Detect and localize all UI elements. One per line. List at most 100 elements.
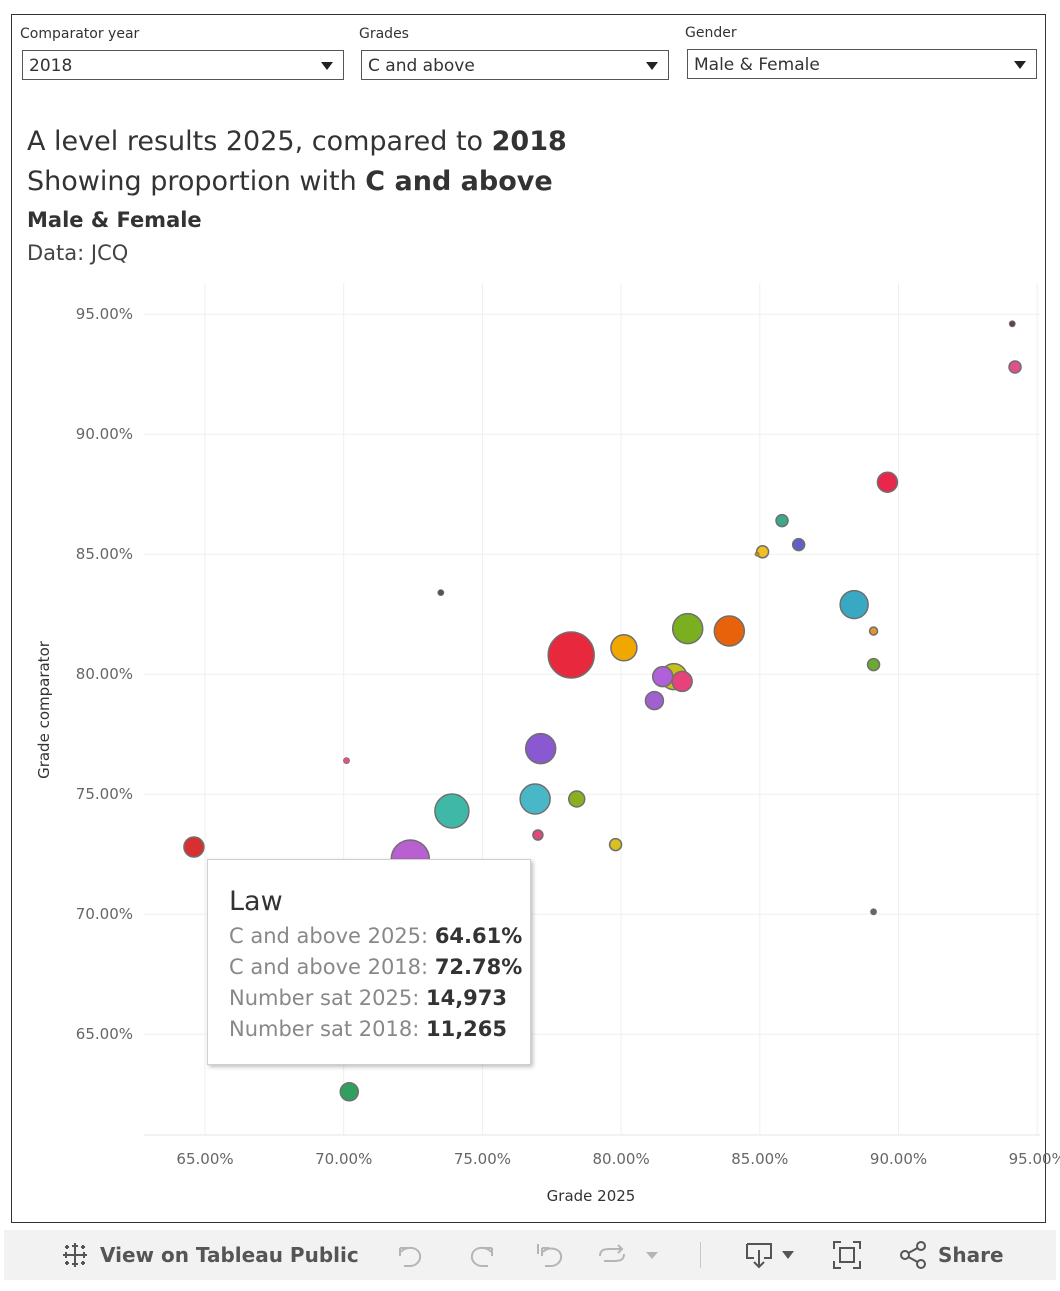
data-point[interactable]	[532, 829, 544, 841]
share-button[interactable]: Share	[898, 1230, 1004, 1280]
redo-icon	[470, 1246, 493, 1267]
y-tick-label: 85.00%	[76, 545, 133, 563]
data-point[interactable]	[713, 615, 746, 647]
refresh-icon	[599, 1244, 625, 1262]
tooltip-row-grade-2025: C and above 2025: 64.61%	[229, 924, 522, 948]
data-source: Data: JCQ	[27, 241, 129, 265]
tooltip-value: 64.61%	[434, 924, 523, 948]
tick-layer: 65.00% 70.00% 75.00% 80.00% 85.00% 90.00% 95.0…	[76, 305, 1060, 1168]
chevron-down-icon	[321, 62, 333, 70]
subtitle-gender: Male & Female	[27, 208, 202, 232]
data-point[interactable]	[671, 670, 693, 693]
scatter-chart: 65.00% 70.00% 75.00% 80.00% 85.00% 90.00% 95.0…	[35, 283, 1060, 1205]
tableau-toolbar: View on Tableau Public	[4, 1230, 1056, 1280]
chevron-down-icon	[1014, 61, 1026, 69]
tooltip: Law C and above 2025: 64.61% C and above…	[207, 859, 531, 1065]
data-point[interactable]	[437, 589, 445, 596]
grades-dropdown[interactable]: C and above	[361, 50, 669, 80]
data-point[interactable]	[183, 836, 205, 858]
y-tick-label: 80.00%	[76, 665, 133, 683]
y-tick-label: 70.00%	[76, 905, 133, 923]
y-tick-label: 90.00%	[76, 425, 133, 443]
tooltip-row-sat-2018: Number sat 2018: 11,265	[229, 1017, 507, 1041]
tooltip-key: C and above 2018:	[229, 955, 429, 979]
data-point[interactable]	[866, 657, 881, 672]
data-point[interactable]	[524, 732, 557, 765]
gender-dropdown[interactable]: Male & Female	[687, 49, 1037, 79]
data-point[interactable]	[755, 545, 770, 559]
tooltip-row-grade-2018: C and above 2018: 72.78%	[229, 955, 522, 979]
data-point[interactable]	[791, 537, 806, 552]
data-point[interactable]	[775, 513, 789, 528]
filter-label-gender: Gender	[685, 25, 737, 41]
comparator-year-dropdown[interactable]: 2018	[22, 50, 344, 80]
x-tick-label: 90.00%	[870, 1150, 927, 1168]
title-line-2-text: Showing proportion with	[27, 166, 366, 197]
data-point[interactable]	[754, 551, 760, 557]
tableau-logo-icon	[63, 1243, 87, 1267]
revert-button[interactable]	[534, 1230, 566, 1280]
x-tick-label: 85.00%	[731, 1150, 788, 1168]
x-axis-label: Grade 2025	[547, 1187, 636, 1205]
data-point[interactable]	[434, 793, 470, 829]
revert-icon	[537, 1244, 563, 1267]
x-tick-label: 80.00%	[593, 1150, 650, 1168]
data-point[interactable]	[608, 837, 623, 852]
data-point[interactable]	[339, 1082, 360, 1102]
y-tick-label: 75.00%	[76, 785, 133, 803]
grid-layer	[144, 283, 1040, 1135]
tooltip-value: 14,973	[425, 986, 508, 1010]
chevron-down-icon	[646, 62, 658, 70]
y-tick-label: 65.00%	[76, 1025, 133, 1043]
title-line-2-grade: C and above	[365, 166, 553, 197]
data-point[interactable]	[651, 665, 674, 688]
data-point[interactable]	[519, 783, 551, 815]
data-point[interactable]	[567, 790, 586, 808]
grades-value: C and above	[368, 56, 475, 76]
x-tick-label: 70.00%	[315, 1150, 372, 1168]
share-icon	[900, 1241, 926, 1269]
undo-button[interactable]	[396, 1230, 426, 1280]
data-point[interactable]	[1008, 360, 1022, 374]
data-point[interactable]	[876, 471, 899, 493]
x-tick-label: 75.00%	[454, 1150, 511, 1168]
fullscreen-icon	[833, 1241, 861, 1269]
filter-label-comparator-year: Comparator year	[20, 26, 140, 42]
title-line-1-year: 2018	[491, 126, 567, 157]
download-button[interactable]	[744, 1230, 794, 1280]
undo-icon	[399, 1246, 422, 1267]
x-tick-label: 65.00%	[176, 1150, 233, 1168]
y-axis-label: Grade comparator	[35, 640, 53, 779]
data-point[interactable]	[671, 612, 704, 645]
tooltip-value: 72.78%	[434, 955, 523, 979]
data-point[interactable]	[343, 757, 350, 764]
toolbar-divider	[700, 1242, 701, 1268]
data-point[interactable]	[644, 690, 665, 711]
title-line-1: A level results 2025, compared to 2018	[27, 126, 567, 157]
x-tick-label: 95.00%	[1009, 1150, 1060, 1168]
data-point[interactable]	[839, 589, 869, 620]
data-point[interactable]	[610, 634, 638, 662]
title-line-1-text: A level results 2025, compared to	[27, 126, 492, 157]
chevron-down-icon	[782, 1251, 794, 1259]
download-icon	[746, 1243, 772, 1269]
title-line-2: Showing proportion with C and above	[27, 166, 553, 197]
tooltip-key: C and above 2025:	[229, 924, 429, 948]
comparator-year-value: 2018	[29, 56, 73, 76]
chevron-down-icon	[646, 1251, 658, 1259]
tooltip-title: Law	[229, 886, 283, 917]
data-point[interactable]	[547, 631, 595, 679]
data-point[interactable]	[868, 626, 879, 636]
filter-label-grades: Grades	[359, 26, 409, 42]
data-point[interactable]	[1008, 320, 1016, 328]
data-point[interactable]	[870, 908, 877, 916]
tooltip-key: Number sat 2018:	[229, 1017, 420, 1041]
pause-updates-button[interactable]	[596, 1230, 658, 1280]
fullscreen-button[interactable]	[832, 1230, 862, 1280]
gender-value: Male & Female	[694, 55, 820, 75]
y-tick-label: 95.00%	[76, 305, 133, 323]
share-label: Share	[938, 1243, 1004, 1267]
redo-button[interactable]	[466, 1230, 496, 1280]
tooltip-row-sat-2025: Number sat 2025: 14,973	[229, 986, 507, 1010]
view-on-tableau-button[interactable]: View on Tableau Public	[60, 1230, 359, 1280]
